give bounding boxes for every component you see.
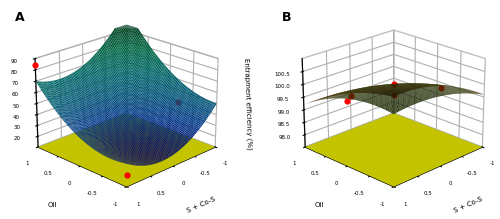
Text: A: A: [15, 11, 24, 24]
X-axis label: S + Co-S: S + Co-S: [186, 196, 216, 214]
Text: B: B: [282, 11, 292, 24]
X-axis label: S + Co-S: S + Co-S: [453, 196, 484, 214]
Y-axis label: Oil: Oil: [314, 201, 324, 208]
Y-axis label: Oil: Oil: [48, 201, 57, 208]
